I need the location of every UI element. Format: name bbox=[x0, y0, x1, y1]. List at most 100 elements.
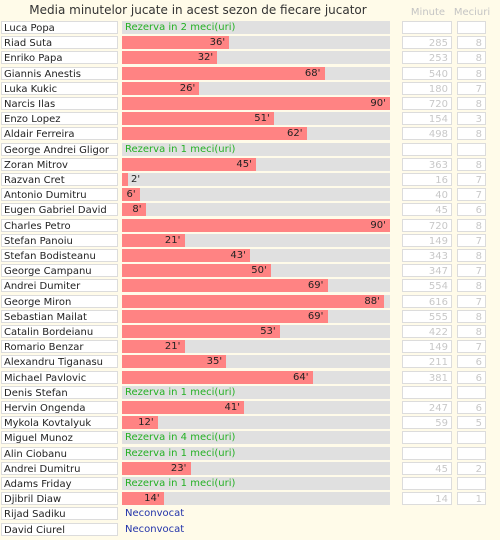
player-name: Hervin Ongenda bbox=[1, 401, 118, 414]
player-name: Denis Stefan bbox=[1, 385, 118, 399]
minutes-cell bbox=[402, 21, 452, 34]
matches-cell: 8 bbox=[457, 309, 486, 323]
matches-cell: 8 bbox=[457, 66, 486, 80]
bar-track: 6' bbox=[122, 188, 390, 202]
avg-minutes-bar bbox=[122, 325, 280, 338]
avg-minutes-bar bbox=[122, 188, 140, 202]
table-row: Hervin Ongenda 41' 247 6 bbox=[0, 401, 500, 415]
avg-minutes-label: 45' bbox=[236, 158, 252, 170]
table-row: Denis Stefan Rezerva in 1 meci(uri) bbox=[0, 385, 500, 400]
bar-track: Rezerva in 1 meci(uri) bbox=[122, 385, 390, 399]
player-name: Giannis Anestis bbox=[1, 66, 118, 80]
avg-minutes-label: 69' bbox=[307, 310, 324, 322]
player-name: Sebastian Mailat bbox=[1, 309, 118, 323]
minutes-cell: 59 bbox=[402, 416, 452, 430]
table-row: Alin Ciobanu Rezerva in 1 meci(uri) bbox=[0, 446, 500, 461]
avg-minutes-bar bbox=[122, 264, 271, 278]
avg-minutes-label: 41' bbox=[224, 402, 240, 413]
minutes-cell: 253 bbox=[402, 51, 452, 65]
avg-minutes-label: 51' bbox=[254, 113, 270, 125]
bar-track: 21' bbox=[122, 340, 390, 354]
avg-minutes-bar bbox=[122, 416, 158, 430]
bar-track: 8' bbox=[122, 203, 390, 217]
bar-track: Rezerva in 2 meci(uri) bbox=[122, 21, 390, 34]
not-called-label: Neconvocat bbox=[125, 523, 185, 535]
matches-cell: 8 bbox=[457, 51, 486, 65]
bar-track: Rezerva in 1 meci(uri) bbox=[122, 477, 390, 490]
matches-cell: 8 bbox=[457, 97, 486, 110]
table-row: Rijad Sadiku Neconvocat bbox=[0, 507, 500, 521]
avg-minutes-label: 68' bbox=[304, 67, 321, 79]
table-row: Enzo Lopez 51' 154 3 bbox=[0, 112, 500, 126]
avg-minutes-bar bbox=[122, 461, 191, 475]
minutes-cell: 363 bbox=[402, 157, 452, 171]
bar-track: Rezerva in 4 meci(uri) bbox=[122, 431, 390, 445]
bar-track: 23' bbox=[122, 461, 390, 475]
avg-minutes-label: 90' bbox=[370, 219, 386, 231]
minutes-column-header: Minute bbox=[410, 7, 446, 18]
minutes-cell: 45 bbox=[402, 461, 452, 475]
bar-track: 90' bbox=[122, 97, 390, 110]
avg-minutes-label: 32' bbox=[197, 52, 214, 64]
bar-track: 51' bbox=[122, 112, 390, 126]
avg-minutes-bar bbox=[122, 173, 128, 186]
matches-cell: 8 bbox=[457, 279, 486, 293]
minutes-cell bbox=[402, 142, 452, 156]
bar-track: 41' bbox=[122, 401, 390, 414]
table-row: Djibril Diaw 14' 14 1 bbox=[0, 492, 500, 506]
table-row: Adams Friday Rezerva in 1 meci(uri) bbox=[0, 477, 500, 491]
table-row: Michael Pavlovic 64' 381 6 bbox=[0, 370, 500, 385]
avg-minutes-label: 14' bbox=[144, 493, 160, 505]
table-row: Catalin Bordeianu 53' 422 8 bbox=[0, 325, 500, 339]
minutes-cell: 180 bbox=[402, 81, 452, 95]
avg-minutes-bar bbox=[122, 340, 185, 354]
minutes-cell: 247 bbox=[402, 401, 452, 414]
bar-track: 50' bbox=[122, 264, 390, 278]
avg-minutes-label: 90' bbox=[370, 98, 386, 109]
minutes-cell: 16 bbox=[402, 173, 452, 186]
matches-cell: 7 bbox=[457, 340, 486, 354]
table-row: George Campanu 50' 347 7 bbox=[0, 264, 500, 278]
avg-minutes-bar bbox=[122, 81, 200, 95]
reserve-label: Rezerva in 2 meci(uri) bbox=[125, 22, 236, 33]
bar-track: 21' bbox=[122, 233, 390, 247]
avg-minutes-bar bbox=[122, 294, 384, 308]
bar-track: Rezerva in 1 meci(uri) bbox=[122, 446, 390, 460]
player-name: Charles Petro bbox=[1, 218, 118, 232]
avg-minutes-label: 35' bbox=[206, 356, 223, 368]
matches-cell: 8 bbox=[457, 36, 486, 50]
bar-track: 43' bbox=[122, 249, 390, 262]
avg-minutes-label: 26' bbox=[179, 82, 196, 94]
minutes-cell: 343 bbox=[402, 249, 452, 262]
bar-track: 36' bbox=[122, 36, 390, 50]
table-row: Miguel Munoz Rezerva in 4 meci(uri) bbox=[0, 431, 500, 445]
minutes-cell: 554 bbox=[402, 279, 452, 293]
avg-minutes-bar bbox=[122, 233, 185, 247]
matches-cell bbox=[457, 385, 486, 399]
avg-minutes-label: 23' bbox=[170, 462, 187, 474]
bar-track: 69' bbox=[122, 279, 390, 293]
bar-track: Rezerva in 1 meci(uri) bbox=[122, 142, 390, 156]
minutes-cell bbox=[402, 431, 452, 445]
table-row: Aldair Ferreira 62' 498 8 bbox=[0, 127, 500, 141]
avg-minutes-label: 6' bbox=[126, 189, 136, 201]
matches-cell: 8 bbox=[457, 157, 486, 171]
minutes-cell: 616 bbox=[402, 294, 452, 308]
matches-cell: 6 bbox=[457, 401, 486, 414]
matches-cell: 7 bbox=[457, 294, 486, 308]
status-area: Neconvocat bbox=[122, 507, 390, 520]
bar-track: 88' bbox=[122, 294, 390, 308]
minutes-cell: 422 bbox=[402, 325, 452, 338]
player-name: Catalin Bordeianu bbox=[1, 325, 118, 338]
avg-minutes-label: 69' bbox=[307, 280, 324, 292]
table-row: Riad Suta 36' 285 8 bbox=[0, 36, 500, 50]
matches-cell bbox=[457, 477, 486, 490]
avg-minutes-bar bbox=[122, 97, 390, 110]
avg-minutes-bar bbox=[122, 355, 227, 369]
player-name: Rijad Sadiku bbox=[1, 507, 118, 521]
avg-minutes-bar bbox=[122, 370, 313, 384]
minutes-cell: 45 bbox=[402, 203, 452, 217]
avg-minutes-bar bbox=[122, 279, 328, 293]
bar-track: 68' bbox=[122, 66, 390, 80]
status-area: Neconvocat bbox=[122, 523, 390, 536]
